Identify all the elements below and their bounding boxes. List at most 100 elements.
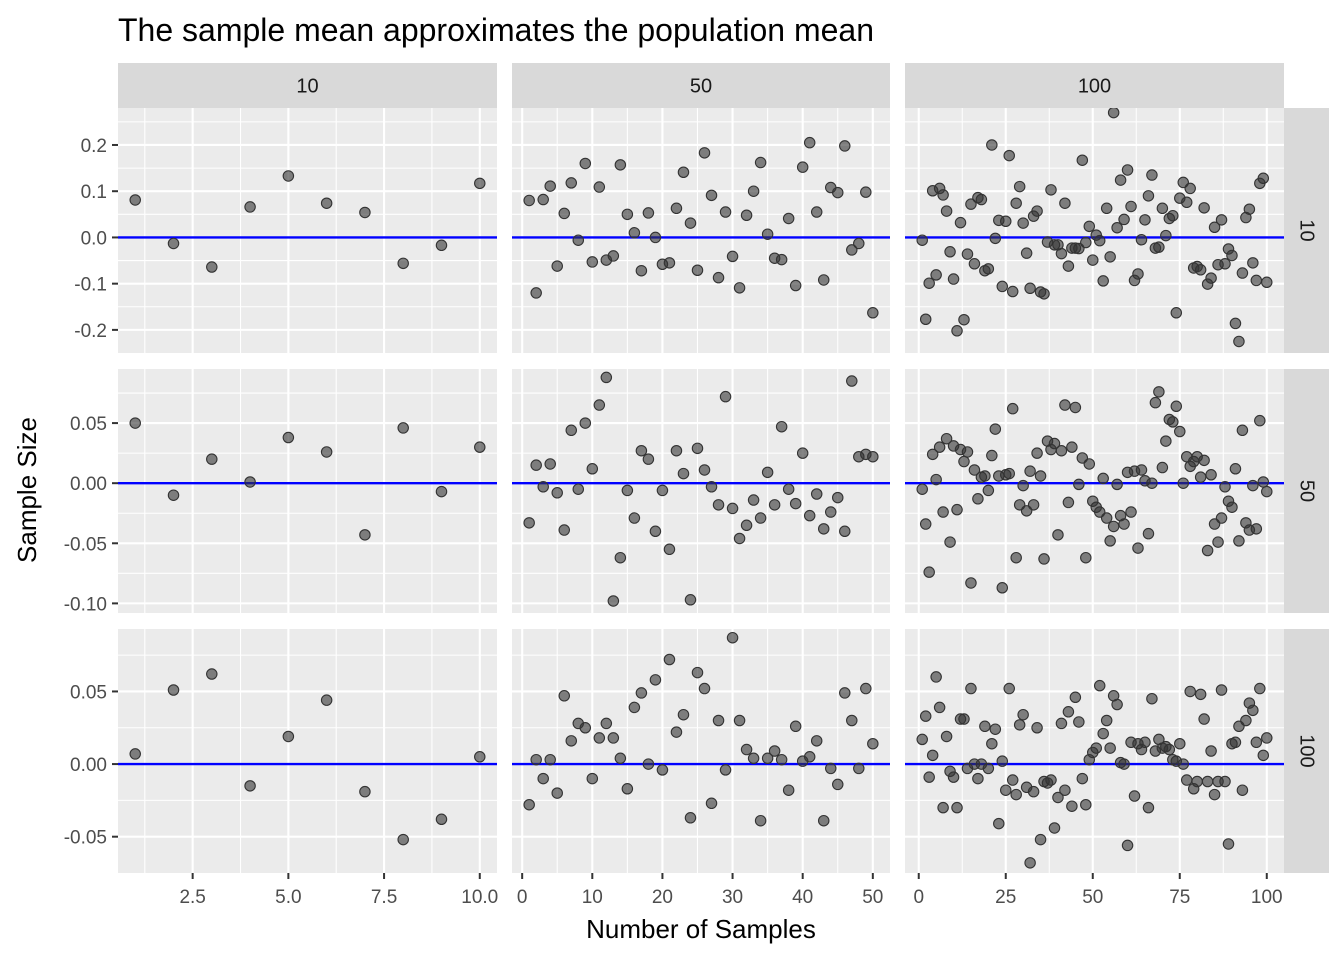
data-point [986,139,998,151]
facet-strip-col [905,63,1284,108]
data-point [1229,317,1242,330]
y-tick-label: 0.05 [70,682,107,703]
data-point [796,161,809,173]
x-tick-label: 20 [652,887,673,908]
y-tick-label: -0.2 [74,321,107,342]
data-point [831,186,844,199]
data-point [1069,691,1082,704]
data-point [1048,822,1061,834]
data-point [1024,282,1036,295]
data-point [1066,441,1078,453]
facet-strip-row [1284,108,1329,353]
data-point [1097,727,1109,740]
data-point [691,264,704,276]
data-point [565,735,578,747]
data-point [1247,479,1259,492]
data-point [979,720,991,733]
data-point [1153,386,1165,398]
data-point [1107,106,1120,119]
data-point [817,274,830,286]
data-point [919,518,932,530]
data-point [1121,839,1134,852]
data-point [867,307,879,319]
data-point [839,140,851,152]
data-point [1257,749,1270,762]
data-point [677,166,690,179]
data-point [1139,214,1151,226]
data-point [1205,272,1217,284]
data-point [614,752,627,765]
data-point [810,206,823,218]
data-point [951,325,963,337]
data-point [817,523,830,535]
data-point [1177,477,1190,489]
data-point [600,371,613,384]
data-point [1055,717,1068,730]
data-point [397,422,409,434]
data-point [1247,257,1259,269]
data-point [129,748,141,760]
data-point [167,237,180,250]
data-point [593,181,606,193]
data-point [663,653,676,666]
data-point [320,694,333,706]
data-point [937,801,949,814]
data-point [1180,774,1193,786]
data-point [670,202,683,215]
facet-strip-row-label: 100 [1296,734,1318,767]
data-point [754,156,767,169]
x-tick-label: 30 [722,887,743,908]
data-point [1149,396,1162,409]
data-point [947,273,960,285]
data-point [768,745,781,757]
data-point [919,313,932,325]
data-point [698,682,711,695]
data-point [1167,416,1179,428]
data-point [1170,400,1183,413]
data-point [1055,247,1068,260]
data-point [129,417,141,429]
data-point [1236,784,1249,796]
y-tick-label: 0.2 [81,136,107,157]
data-point [530,459,542,471]
data-point [853,237,865,250]
data-point [775,753,788,766]
data-point [1257,476,1270,488]
data-point [1062,496,1075,509]
data-point [1090,742,1102,754]
data-point [930,473,942,486]
data-point [621,783,634,795]
y-tick-label: 0.1 [81,182,107,203]
data-point [1170,307,1183,319]
data-point [537,481,549,493]
data-point [1104,251,1116,263]
data-point [607,250,620,262]
data-point [282,431,295,444]
data-point [968,258,981,270]
data-point [1132,268,1144,280]
data-point [1240,714,1252,727]
panel-background [905,369,1284,613]
data-point [947,771,960,783]
data-point [1208,788,1221,801]
data-point [244,201,256,213]
x-tick-label: 50 [1082,887,1103,908]
data-point [944,246,956,258]
facet-strip-row-label: 10 [1296,219,1318,241]
data-point [1045,184,1057,196]
data-point [1142,190,1155,202]
data-point [923,277,935,289]
data-point [523,798,535,811]
data-point [1097,275,1109,287]
data-point [961,446,974,458]
data-point [831,491,844,504]
x-tick-label: 50 [862,887,883,908]
x-tick-label: 40 [792,887,813,908]
x-tick-label: 7.5 [371,887,397,908]
data-point [1062,260,1075,272]
data-point [989,723,1002,735]
y-tick-label: -0.05 [64,534,107,555]
data-point [614,551,627,564]
y-tick-label: -0.05 [64,828,107,849]
data-point [740,743,753,756]
